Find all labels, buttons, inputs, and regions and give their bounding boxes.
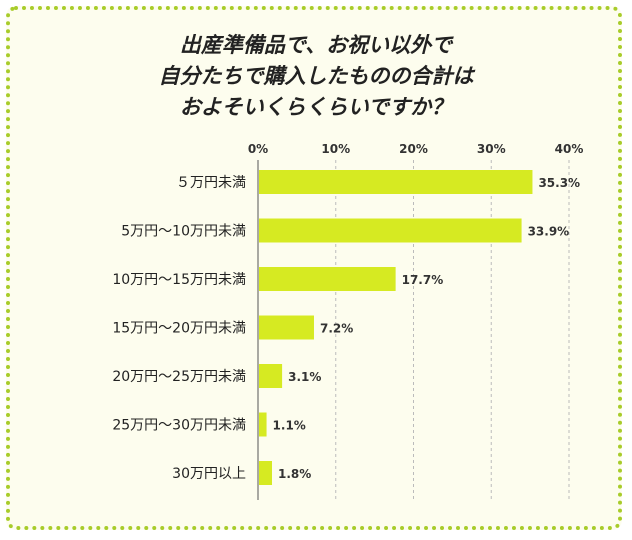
- data-label: 1.8%: [278, 467, 311, 481]
- tick-label: 30%: [477, 142, 506, 156]
- category-label: 20万円～25万円未満: [112, 369, 246, 385]
- category-label: 25万円～30万円未満: [112, 418, 246, 434]
- category-label: 5万円～10万円未満: [121, 224, 246, 240]
- bar: [259, 461, 272, 485]
- bar: [259, 412, 267, 437]
- tick-label: 40%: [555, 142, 584, 156]
- category-label: ５万円未満: [176, 175, 246, 191]
- data-label: 7.2%: [320, 322, 353, 336]
- category-label: 30万円以上: [172, 466, 246, 482]
- bar: [259, 315, 314, 340]
- data-label: 35.3%: [538, 176, 580, 190]
- bar: [259, 267, 396, 291]
- category-label: 15万円～20万円未満: [112, 321, 246, 337]
- tick-label: 0%: [248, 142, 268, 156]
- bar: [259, 364, 283, 388]
- data-label: 17.7%: [402, 273, 444, 287]
- chart-title: 出産準備品で、お祝い以外で 自分たちで購入したものの合計は およそいくらくらいで…: [0, 30, 632, 123]
- data-label: 1.1%: [273, 419, 306, 433]
- data-label: 33.9%: [528, 225, 570, 239]
- category-label: 10万円～15万円未満: [112, 272, 246, 288]
- data-label: 3.1%: [288, 370, 321, 384]
- bar: [259, 170, 533, 194]
- tick-label: 20%: [399, 142, 428, 156]
- chart-title-line-2: 自分たちで購入したものの合計は: [158, 64, 474, 88]
- chart-title-line-3: およそいくらくらいですか？: [179, 95, 453, 119]
- bar: [259, 218, 522, 243]
- tick-label: 10%: [321, 142, 350, 156]
- chart-title-line-1: 出産準備品で、お祝い以外で: [179, 33, 453, 57]
